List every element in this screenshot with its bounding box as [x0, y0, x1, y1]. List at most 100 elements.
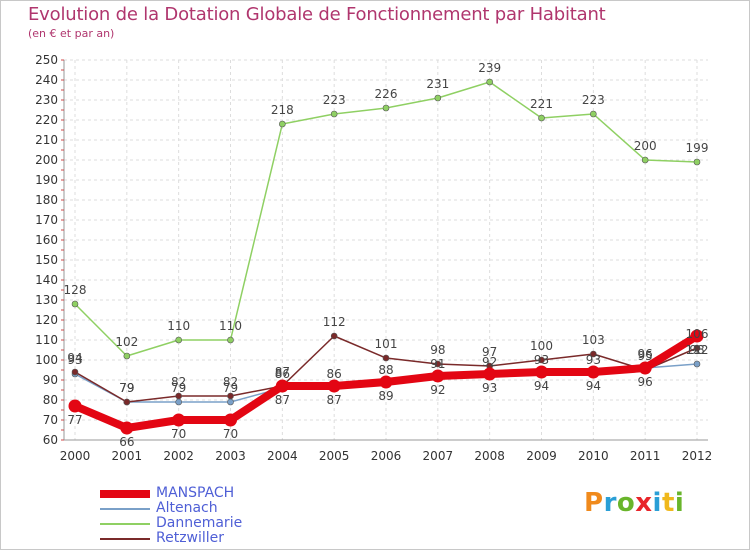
legend-swatch-retzwiller	[100, 538, 150, 540]
point-dannemarie	[279, 120, 286, 128]
point-manspach	[535, 365, 548, 379]
legend-label-retzwiller: Retzwiller	[156, 530, 225, 546]
data-label-dannemarie: 218	[271, 103, 294, 117]
series-layer	[68, 78, 704, 435]
y-tick-label: 220	[35, 113, 58, 127]
x-tick-label: 2006	[371, 449, 402, 463]
y-tick-label: 120	[35, 313, 58, 327]
data-label-altenach: 79	[171, 381, 186, 395]
y-tick-label: 130	[35, 293, 58, 307]
data-label-dannemarie: 223	[582, 93, 605, 107]
y-tick-label: 70	[43, 413, 58, 427]
data-label-altenach: 93	[534, 353, 549, 367]
point-manspach	[120, 421, 134, 435]
legend-swatch-altenach	[100, 508, 150, 510]
data-label-retzwiller: 95	[638, 349, 653, 363]
y-tick-label: 250	[35, 53, 58, 67]
x-tick-label: 2004	[267, 449, 298, 463]
x-tick-label: 2003	[215, 449, 246, 463]
point-retzwiller	[175, 392, 182, 400]
point-altenach	[175, 398, 182, 406]
data-label-manspach: 70	[171, 427, 186, 441]
point-dannemarie	[382, 104, 390, 112]
data-label-retzwiller: 112	[323, 315, 346, 329]
data-label-manspach: 89	[378, 389, 393, 403]
point-manspach	[68, 399, 82, 413]
data-label-manspach: 96	[638, 375, 653, 389]
point-dannemarie	[693, 158, 701, 166]
chart-title: Evolution de la Dotation Globale de Fonc…	[28, 4, 606, 25]
data-label-retzwiller: 106	[686, 327, 709, 341]
y-tick-label: 100	[35, 353, 58, 367]
point-dannemarie	[123, 352, 131, 360]
point-retzwiller	[538, 356, 545, 364]
data-label-altenach: 88	[378, 363, 393, 377]
x-tick-label: 2007	[423, 449, 454, 463]
data-label-retzwiller: 101	[375, 337, 398, 351]
point-manspach	[172, 413, 186, 427]
point-retzwiller	[590, 350, 597, 358]
y-tick-label: 230	[35, 93, 58, 107]
grid-layer	[64, 59, 708, 441]
y-tick-label: 200	[35, 153, 58, 167]
y-tick-label: 180	[35, 193, 58, 207]
data-label-retzwiller: 103	[582, 333, 605, 347]
point-retzwiller	[123, 398, 131, 406]
point-dannemarie	[71, 300, 79, 308]
data-label-manspach: 92	[430, 383, 445, 397]
point-retzwiller	[693, 344, 701, 352]
data-label-altenach: 93	[67, 353, 82, 367]
data-label-dannemarie: 226	[375, 87, 398, 101]
data-label-manspach: 70	[223, 427, 238, 441]
y-tick-label: 80	[43, 393, 58, 407]
data-label-dannemarie: 128	[64, 283, 87, 297]
legend-label-altenach: Altenach	[156, 500, 218, 516]
y-tick-label: 240	[35, 73, 58, 87]
point-dannemarie	[434, 94, 442, 102]
data-label-dannemarie: 239	[478, 61, 501, 75]
point-manspach	[275, 379, 289, 393]
x-tick-label: 2010	[578, 449, 609, 463]
point-dannemarie	[330, 110, 338, 118]
point-retzwiller	[330, 332, 338, 340]
y-tick-label: 170	[35, 213, 58, 227]
point-manspach	[224, 413, 237, 427]
x-tick-label: 2001	[112, 449, 143, 463]
y-tick-label: 60	[43, 433, 58, 447]
point-dannemarie	[175, 336, 182, 344]
data-label-altenach: 86	[275, 367, 290, 381]
label-layer: 128 102 110 110 218 223 226 231 239 221 223 200 199 9…	[64, 61, 709, 449]
point-dannemarie	[227, 336, 234, 344]
x-tick-label: 2009	[526, 449, 557, 463]
x-tick-label: 2011	[630, 449, 661, 463]
y-tick-label: 150	[35, 253, 58, 267]
point-manspach	[327, 379, 341, 393]
data-label-manspach: 77	[67, 413, 82, 427]
point-manspach	[483, 367, 497, 381]
y-tick-label: 160	[35, 233, 58, 247]
point-retzwiller	[434, 360, 442, 368]
point-retzwiller	[71, 368, 79, 376]
x-tick-label: 2012	[682, 449, 713, 463]
legend-swatch-manspach	[100, 490, 150, 498]
data-label-retzwiller: 79	[119, 381, 134, 395]
data-label-dannemarie: 200	[634, 139, 657, 153]
point-dannemarie	[641, 156, 649, 164]
point-dannemarie	[590, 110, 597, 118]
data-label-manspach: 93	[482, 381, 497, 395]
data-label-retzwiller: 82	[223, 375, 238, 389]
y-tick-label: 110	[35, 333, 58, 347]
x-tick-label: 2000	[60, 449, 91, 463]
data-label-altenach: 92	[482, 355, 497, 369]
y-tick-label: 140	[35, 273, 58, 287]
proxiti-logo: Proxiti	[584, 488, 685, 518]
y-tick-label: 190	[35, 173, 58, 187]
x-tick-label: 2008	[474, 449, 505, 463]
data-label-manspach: 94	[534, 379, 549, 393]
data-label-dannemarie: 199	[686, 141, 709, 155]
x-tick-label: 2005	[319, 449, 350, 463]
point-manspach	[586, 365, 600, 379]
data-label-manspach: 87	[275, 393, 290, 407]
data-label-altenach: 98	[689, 343, 704, 357]
data-label-dannemarie: 102	[115, 335, 138, 349]
